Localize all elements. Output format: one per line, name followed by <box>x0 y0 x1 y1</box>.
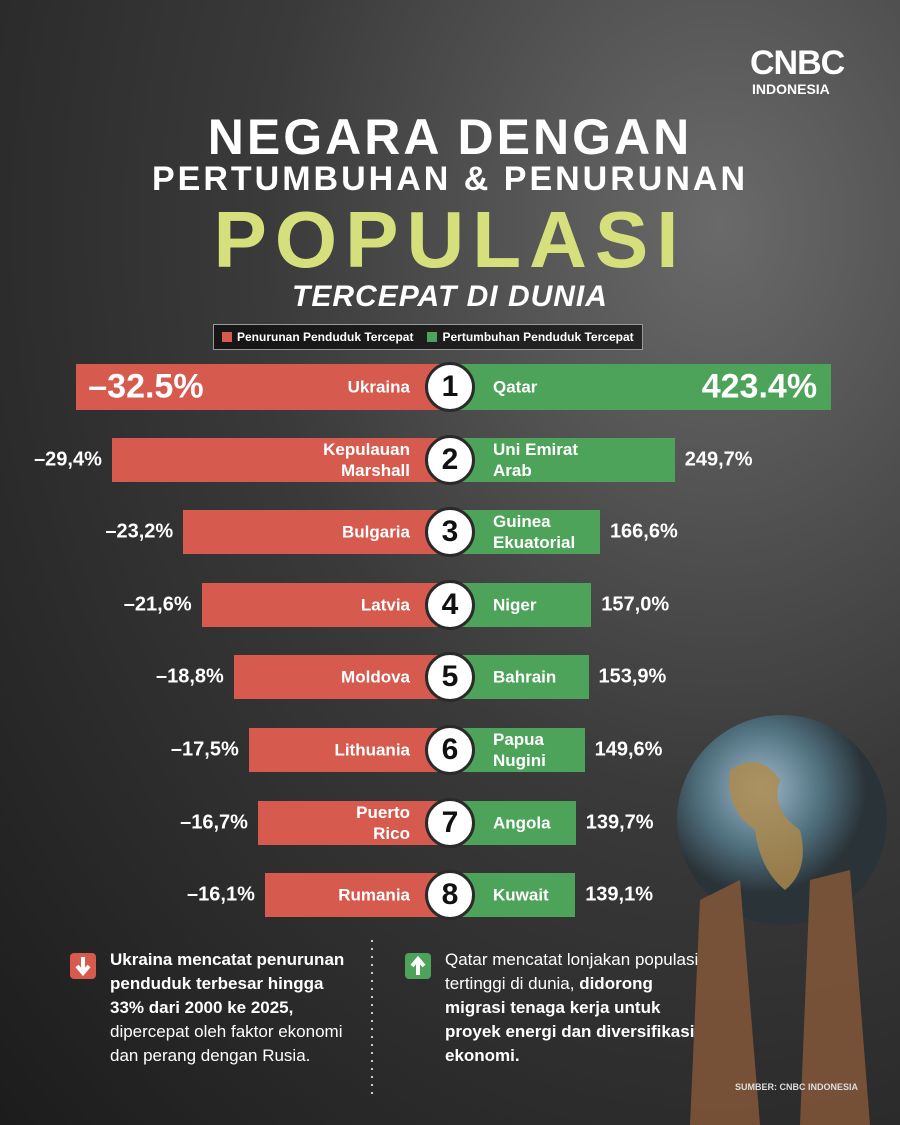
country-label: Bahrain <box>493 667 557 687</box>
country-label: Puerto Rico <box>356 802 410 843</box>
subtitle: TERCEPAT DI DUNIA <box>292 280 608 313</box>
country-label: Kepulauan Marshall <box>323 439 410 480</box>
rank-badge: 5 <box>425 652 475 703</box>
title-line: PERTUMBUHAN & PENURUNAN <box>152 160 748 198</box>
country-label: Qatar <box>493 377 538 397</box>
legend-swatch <box>427 332 438 342</box>
value-label: 153,9% <box>598 665 667 688</box>
arrow-up <box>410 955 426 975</box>
value-label: 139,1% <box>585 883 654 906</box>
value-label: –29,4% <box>34 448 102 471</box>
bar <box>183 510 450 555</box>
country-label: Ukraina <box>347 377 410 397</box>
note: Qatar mencatat lonjakan populasi terting… <box>445 948 705 1068</box>
hands <box>690 870 870 1125</box>
note: Ukraina mencatat penurunan penduduk terb… <box>110 948 350 1068</box>
source: SUMBER: CNBC INDONESIA <box>735 1082 859 1092</box>
note-text: Qatar mencatat lonjakan populasi terting… <box>445 950 699 993</box>
value-label: –23,2% <box>105 520 174 543</box>
value-label: –32.5% <box>88 367 204 406</box>
rank-badge: 2 <box>425 434 475 485</box>
bar <box>201 582 450 627</box>
legend-item: Pertumbuhan Penduduk Tercepat <box>427 330 634 344</box>
continent <box>729 762 803 890</box>
rank-badge: 8 <box>425 870 475 921</box>
rank-badge: 4 <box>425 579 475 630</box>
value-label: 149,6% <box>594 738 663 761</box>
legend-label: Penurunan Penduduk Tercepat <box>237 330 414 344</box>
legend: Penurunan Penduduk Tercepat Pertumbuhan P… <box>213 324 643 350</box>
country-label: Guinea Ekuatorial <box>493 512 576 553</box>
note-icon <box>70 953 96 979</box>
value-label: 423.4% <box>701 367 818 406</box>
logo: CNBC <box>750 44 845 82</box>
legend-label: Pertumbuhan Penduduk Tercepat <box>442 330 634 344</box>
country-label: Rumania <box>338 885 410 905</box>
bar <box>76 364 450 410</box>
value-label: 157,0% <box>601 593 670 616</box>
rank-badge: 3 <box>425 507 475 558</box>
rank-badge: 6 <box>425 725 475 775</box>
value-label: –18,8% <box>155 665 224 688</box>
bar <box>450 364 832 410</box>
value-label: 166,6% <box>609 520 678 543</box>
value-label: –16,1% <box>187 883 255 906</box>
value-label: 249,7% <box>684 448 753 471</box>
value-label: –21,6% <box>123 593 192 616</box>
country-label: Kuwait <box>493 885 549 905</box>
country-label: Angola <box>493 813 551 833</box>
country-label: Uni Emirat Arab <box>493 439 579 480</box>
note-text: didorong migrasi tenaga kerja untuk proy… <box>445 974 695 1065</box>
arrow-down <box>75 957 91 977</box>
rank-badge: 1 <box>425 362 475 412</box>
value-label: –17,5% <box>170 738 239 761</box>
bar <box>233 655 450 700</box>
country-label: Papua Nugini <box>493 730 546 770</box>
bar <box>248 728 450 772</box>
value-label: 139,7% <box>585 811 654 834</box>
country-label: Moldova <box>341 667 410 687</box>
bar <box>111 437 450 482</box>
title: POPULASI <box>213 195 687 284</box>
note-text: Ukraina mencatat penurunan penduduk terb… <box>110 950 345 1017</box>
legend-swatch <box>222 332 232 342</box>
country-label: Latvia <box>360 595 410 615</box>
bar <box>450 437 675 482</box>
logo-sub: INDONESIA <box>752 81 830 97</box>
rank-badge: 7 <box>425 797 475 848</box>
title-line: NEGARA DENGAN <box>207 109 693 165</box>
note-text: dipercepat oleh faktor ekonomi dan peran… <box>110 1022 343 1065</box>
value-label: –16,7% <box>180 811 248 834</box>
legend-item: Penurunan Penduduk Tercepat <box>222 330 413 344</box>
bar <box>257 800 450 845</box>
bar <box>264 873 450 918</box>
note-icon <box>405 953 431 979</box>
country-label: Lithuania <box>334 740 410 760</box>
country-label: Niger <box>493 595 537 615</box>
country-label: Bulgaria <box>341 522 410 542</box>
